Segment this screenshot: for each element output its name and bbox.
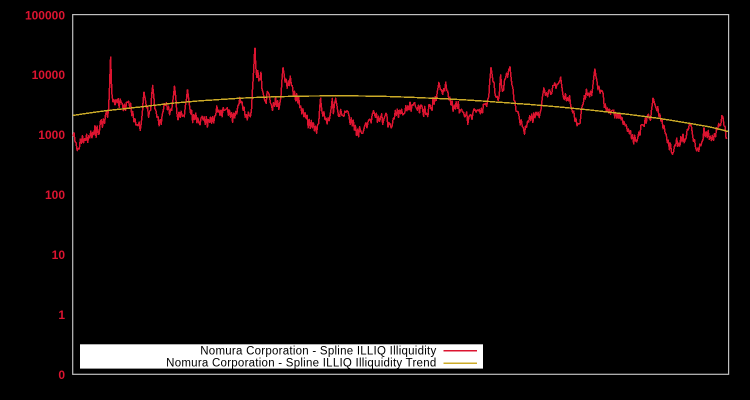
svg-text:1: 1 [58,308,65,322]
svg-text:10: 10 [52,248,66,262]
svg-text:Nomura Corporation - Spline IL: Nomura Corporation - Spline ILLIQ Illiqu… [200,346,436,358]
svg-text:100: 100 [45,188,65,202]
svg-text:100000: 100000 [25,8,65,22]
svg-text:10000: 10000 [32,68,66,82]
svg-text:0: 0 [58,368,65,382]
svg-text:Nomura Corporation - Spline IL: Nomura Corporation - Spline ILLIQ Illiqu… [166,358,436,370]
svg-text:1000: 1000 [38,128,65,142]
